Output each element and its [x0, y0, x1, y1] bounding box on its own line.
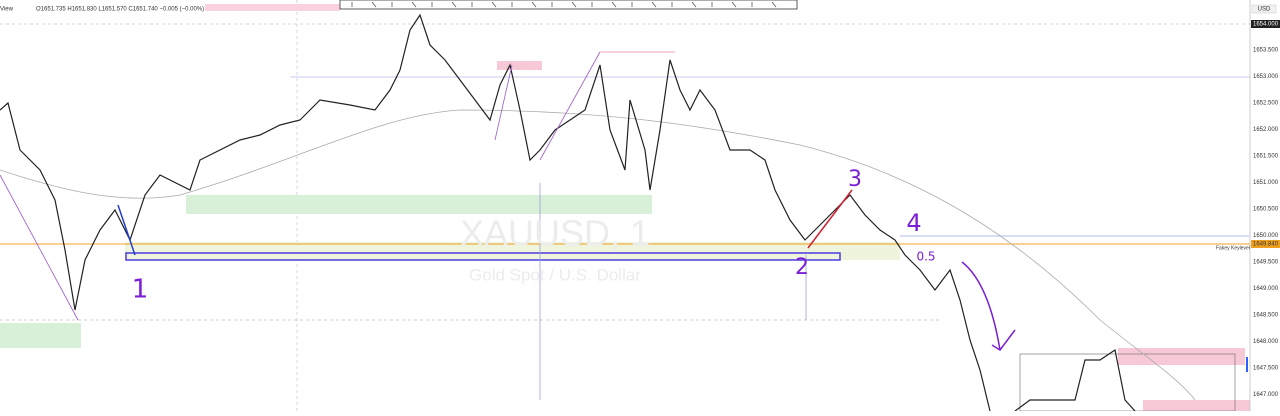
price-axis — [1250, 0, 1280, 411]
supply-zone — [1118, 348, 1245, 365]
price-label: 1653.000 — [1253, 74, 1279, 80]
price-label: 1650.500 — [1253, 207, 1279, 213]
ohlc: O1651.735 H1651.830 L1651.570 C1651.740 … — [36, 7, 204, 13]
price-label: 1653.500 — [1253, 48, 1279, 54]
price-label: 1647.500 — [1253, 366, 1279, 372]
menu[interactable]: View — [0, 7, 14, 13]
price-label: 1648.000 — [1253, 339, 1279, 345]
annotation: 1 — [132, 275, 149, 305]
supply-zone — [497, 61, 542, 70]
annotation: 0.5 — [916, 250, 935, 264]
price-label: 1648.500 — [1253, 313, 1279, 319]
key-level-box — [125, 252, 841, 261]
annotation: 4 — [906, 209, 921, 237]
currency[interactable]: USD — [1258, 7, 1271, 13]
current-price: 1654.000 — [1253, 22, 1279, 28]
price-label: 1650.000 — [1253, 233, 1279, 239]
price-marker: 1649.840 — [1253, 242, 1279, 248]
price-label: 1649.000 — [1253, 286, 1279, 292]
key-zone — [125, 242, 900, 260]
price-label: 1651.000 — [1253, 180, 1279, 186]
price-label: 1647.000 — [1253, 392, 1279, 398]
price-label: 1652.500 — [1253, 101, 1279, 107]
annotation: 2 — [795, 255, 809, 280]
demand-zone — [0, 323, 81, 348]
demand-zone — [186, 195, 652, 214]
price-label: 1651.500 — [1253, 154, 1279, 160]
annotation: 3 — [848, 167, 862, 192]
level-label: Fakey Keylevel — [1216, 245, 1250, 251]
price-label: 1649.500 — [1253, 260, 1279, 266]
drawing-toolbar[interactable] — [339, 0, 798, 10]
supply-zone — [1143, 400, 1250, 411]
watermark-symbol: XAUUSD, 1 — [460, 213, 650, 254]
watermark-description: Gold Spot / U.S. Dollar — [469, 265, 641, 284]
price-label: 1652.000 — [1253, 127, 1279, 133]
